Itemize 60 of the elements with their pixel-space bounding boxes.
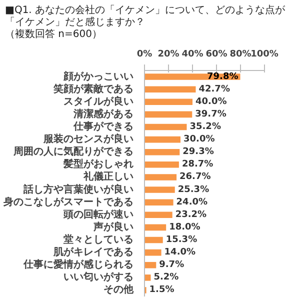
bar xyxy=(144,186,175,193)
data-label: 18.0% xyxy=(169,222,200,232)
bar xyxy=(144,199,174,206)
data-label: 5.2% xyxy=(154,272,179,283)
y-tick-label: 堂々としている xyxy=(62,234,134,246)
data-label: 23.2% xyxy=(175,210,207,220)
bar xyxy=(144,236,163,244)
data-label: 15.3% xyxy=(166,235,198,245)
data-label: 79.8% xyxy=(207,72,238,82)
bar xyxy=(144,136,180,143)
y-tick-label: 礼儀正しい xyxy=(82,170,134,183)
chart-title: ■Q1. あなたの会社の「イケメン」について、どのような点が「イケメン」だと感じますか？ xyxy=(5,5,286,28)
y-tick-label: 顔がかっこいい xyxy=(62,70,134,82)
y-tick-label: 笑顔が素敵である xyxy=(52,82,134,95)
bar xyxy=(144,98,192,106)
y-tick-label: 服装のセンスが良い xyxy=(42,133,134,146)
data-label: 30.0% xyxy=(184,134,215,145)
data-label: 42.7% xyxy=(198,84,230,94)
bar xyxy=(144,174,177,180)
data-label: 39.7% xyxy=(195,109,226,120)
data-label: 9.7% xyxy=(159,260,184,270)
bar xyxy=(144,86,196,92)
bar xyxy=(144,212,172,218)
y-tick-label: その他 xyxy=(104,284,134,296)
y-tick-label: 声が良い xyxy=(92,220,134,233)
x-tick-label: 100% xyxy=(250,50,278,60)
text: （複数回答 n=600） xyxy=(5,29,102,40)
data-label: 28.7% xyxy=(182,160,214,170)
bar xyxy=(144,274,151,281)
data-label: 14.0% xyxy=(164,248,196,258)
y-tick-label: 話し方や言葉使いが良い xyxy=(22,183,134,196)
bar xyxy=(144,111,192,118)
data-label: 29.3% xyxy=(182,147,214,158)
data-label: 25.3% xyxy=(178,184,210,195)
data-label: 26.7% xyxy=(180,172,211,182)
x-tick-label: 0% xyxy=(136,50,152,60)
bar xyxy=(144,262,156,268)
data-label: 24.0% xyxy=(176,197,208,208)
y-tick-label: 身のこなしがスマートである xyxy=(2,196,134,208)
x-tick-label: 40% xyxy=(182,50,204,60)
y-tick-label: スタイルが良い xyxy=(64,95,134,108)
data-label: 35.2% xyxy=(190,122,221,132)
data-label: 1.5% xyxy=(149,285,174,296)
y-tick-label: 仕事ができる xyxy=(72,120,134,132)
y-tick-label: いい匂いがする xyxy=(64,271,134,284)
bar xyxy=(144,148,180,156)
y-tick-label: 仕事に愛情が感じられる xyxy=(22,258,134,271)
y-tick-label: 肌がキレイである xyxy=(52,247,134,258)
bar xyxy=(144,124,187,130)
x-tick-label: 80% xyxy=(230,50,252,60)
y-tick-label: 清潔感がある xyxy=(72,108,134,120)
bar xyxy=(144,249,162,256)
bar xyxy=(144,224,166,231)
y-tick-label: 周囲の人に気配りができる xyxy=(12,146,134,158)
y-tick-label: 頭の回転が速い xyxy=(62,208,134,220)
y-tick-label: 髪型がおしゃれ xyxy=(62,158,134,170)
data-label: 40.0% xyxy=(196,96,227,107)
bar xyxy=(144,162,179,168)
x-tick-label: 60% xyxy=(206,50,228,60)
x-tick-label: 20% xyxy=(158,50,180,60)
